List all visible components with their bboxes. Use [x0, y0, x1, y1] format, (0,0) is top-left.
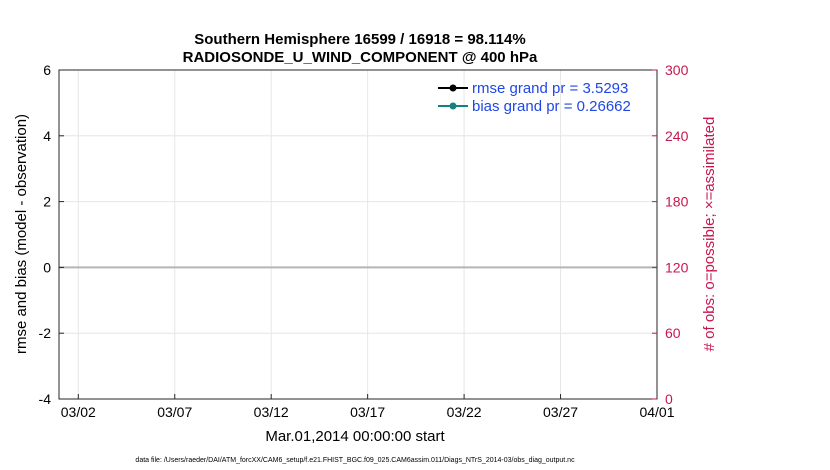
x-tick-label: 03/12 [254, 404, 289, 420]
y-right-tick-label: 300 [665, 62, 689, 78]
plot-frame [58, 69, 658, 400]
legend-bias-label: bias grand pr = 0.26662 [472, 98, 631, 115]
data-file-footer: data file: /Users/raeder/DAI/ATM_forcXX/… [135, 457, 575, 464]
grid [59, 69, 658, 400]
legend-bias-marker [449, 102, 457, 110]
y-tick-label: -4 [39, 391, 52, 407]
legend-rmse-marker [449, 84, 457, 92]
x-tick-label: 03/22 [447, 404, 482, 420]
y-right-tick-label: 0 [665, 391, 673, 407]
y-tick-label: -2 [39, 325, 52, 341]
x-tick-label: 04/01 [639, 404, 674, 420]
legend: rmse grand pr = 3.5293 bias grand pr = 0… [438, 80, 631, 115]
y-right-tick-label: 180 [665, 194, 689, 210]
y-tick-label: 4 [43, 128, 51, 144]
y-tick-label: 6 [43, 62, 51, 78]
chart-title-line2: RADIOSONDE_U_WIND_COMPONENT @ 400 hPa [183, 49, 538, 66]
right-axis: 300 240 180 120 60 0 [652, 62, 689, 407]
y-tick-label: 2 [43, 194, 51, 210]
x-axis: 03/02 03/07 03/12 03/17 03/22 03/27 04/01 [61, 394, 675, 420]
y-right-tick-label: 240 [665, 128, 689, 144]
y-axis-label: rmse and bias (model - observation) [13, 114, 30, 354]
y-tick-label: 0 [43, 259, 51, 275]
legend-rmse-label: rmse grand pr = 3.5293 [472, 80, 628, 97]
x-tick-label: 03/02 [61, 404, 96, 420]
y-axis-right-label: # of obs: o=possible; ×=assimilated [701, 117, 718, 352]
y-right-tick-label: 60 [665, 325, 681, 341]
x-tick-label: 03/17 [350, 404, 385, 420]
left-axis: 6 4 2 0 -2 -4 [39, 62, 64, 407]
x-tick-label: 03/07 [157, 404, 192, 420]
y-right-tick-label: 120 [665, 259, 689, 275]
x-axis-label: Mar.01,2014 00:00:00 start [265, 428, 445, 445]
x-tick-label: 03/27 [543, 404, 578, 420]
chart-title-line1: Southern Hemisphere 16599 / 16918 = 98.1… [194, 31, 525, 48]
